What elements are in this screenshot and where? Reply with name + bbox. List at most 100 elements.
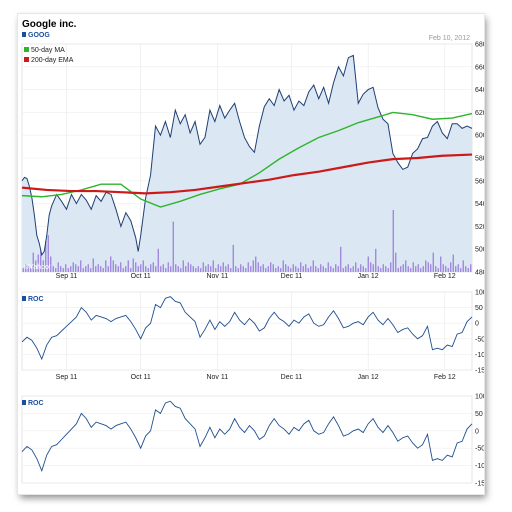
y-tick-label: 0: [475, 428, 479, 435]
volume-bar: [127, 260, 129, 272]
volume-bar: [347, 264, 349, 272]
volume-bar: [32, 252, 34, 272]
volume-bar: [62, 268, 64, 272]
volume-bar: [457, 264, 459, 272]
x-tick-label: Feb 12: [434, 273, 456, 280]
x-tick-label: Oct 11: [131, 273, 151, 280]
volume-bar: [22, 268, 24, 272]
volume-bar: [147, 268, 149, 272]
volume-bar: [72, 262, 74, 272]
volume-bar: [285, 264, 287, 272]
volume-bar: [182, 260, 184, 272]
volume-bar: [372, 264, 374, 272]
volume-bar: [142, 260, 144, 272]
volume-bar: [122, 268, 124, 272]
volume-bar: [117, 266, 119, 272]
volume-bar: [462, 260, 464, 272]
volume-bar: [407, 266, 409, 272]
volume-bar: [387, 268, 389, 272]
y-tick-label: 520: [475, 224, 484, 231]
ema200-line: [21, 153, 473, 195]
volume-bar: [280, 268, 282, 272]
volume-bar: [150, 264, 152, 272]
plot-frame: [21, 395, 473, 484]
volume-bar: [262, 264, 264, 272]
volume-bar: [152, 262, 154, 272]
volume-bar: [130, 268, 132, 272]
x-tick-label: Sep 11: [56, 273, 78, 280]
volume-bar: [342, 268, 344, 272]
volume-bar: [197, 266, 199, 272]
volume-bar: [367, 256, 369, 272]
volume-bar: [320, 264, 322, 272]
roc-swatch: [22, 296, 26, 301]
price-area: [22, 55, 472, 273]
x-tick-label: Feb 12: [434, 374, 456, 381]
volume-bar: [97, 264, 99, 272]
roc-title: ROC: [28, 400, 44, 407]
volume-bar: [422, 266, 424, 272]
y-tick-label: 600: [475, 133, 484, 140]
volume-bar: [245, 268, 247, 272]
roc-line: [21, 400, 473, 473]
volume-bar: [40, 250, 42, 272]
volume-bar: [270, 262, 272, 272]
volume-bar: [100, 266, 102, 272]
volume-bar: [402, 264, 404, 272]
y-tick-label: 50: [475, 305, 483, 312]
y-tick-label: -150: [475, 481, 484, 488]
volume-bar: [132, 258, 134, 272]
volume-bar: [315, 266, 317, 272]
volume-bar: [430, 264, 432, 272]
x-tick-label: Dec 11: [281, 374, 303, 381]
volume-bar: [292, 264, 294, 272]
date-label: Feb 10, 2012: [429, 35, 470, 42]
y-tick-label: 660: [475, 64, 484, 71]
volume-bar: [167, 262, 169, 272]
credit-label: ©Yahoo!: [24, 263, 51, 271]
volume-bar: [145, 266, 147, 272]
volume-bar: [377, 266, 379, 272]
y-tick-label: 640: [475, 87, 484, 94]
price-line: [21, 54, 473, 257]
volume-bar: [230, 268, 232, 272]
symbol-label: GOOG: [28, 32, 50, 39]
volume-bar: [397, 268, 399, 272]
volume-bar: [95, 266, 97, 272]
y-tick-label: 620: [475, 110, 484, 117]
volume-bar: [255, 256, 257, 272]
volume-bar: [107, 266, 109, 272]
x-tick-label: Jan 12: [358, 273, 379, 280]
volume-bar: [55, 268, 57, 272]
volume-bar: [465, 266, 467, 272]
volume-bar: [57, 262, 59, 272]
volume-bar: [332, 268, 334, 272]
volume-bar: [37, 254, 39, 272]
y-tick-label: -100: [475, 463, 484, 470]
volume-bar: [247, 262, 249, 272]
volume-bar: [297, 268, 299, 272]
y-tick-label: -50: [475, 446, 484, 453]
volume-bar: [82, 268, 84, 272]
volume-bar: [345, 266, 347, 272]
volume-bar: [400, 266, 402, 272]
volume-bar: [160, 266, 162, 272]
volume-bar: [222, 262, 224, 272]
volume-bar: [227, 264, 229, 272]
y-tick-label: 100: [475, 290, 484, 297]
y-tick-label: 100: [475, 394, 484, 401]
volume-bar: [435, 266, 437, 272]
plot-frame: [21, 291, 473, 371]
volume-bar: [42, 260, 44, 272]
volume-bar: [217, 264, 219, 272]
symbol-swatch: [22, 32, 26, 37]
volume-bar: [467, 268, 469, 272]
volume-bar: [447, 268, 449, 272]
volume-bar: [180, 268, 182, 272]
volume-bar: [385, 266, 387, 272]
panel-price: Google inc. GOOG Feb 10, 2012 50-day MA 200-…: [21, 19, 484, 280]
volume-bar: [355, 262, 357, 272]
volume-bar: [177, 266, 179, 272]
roc-swatch: [22, 400, 26, 405]
volume-bar: [415, 266, 417, 272]
